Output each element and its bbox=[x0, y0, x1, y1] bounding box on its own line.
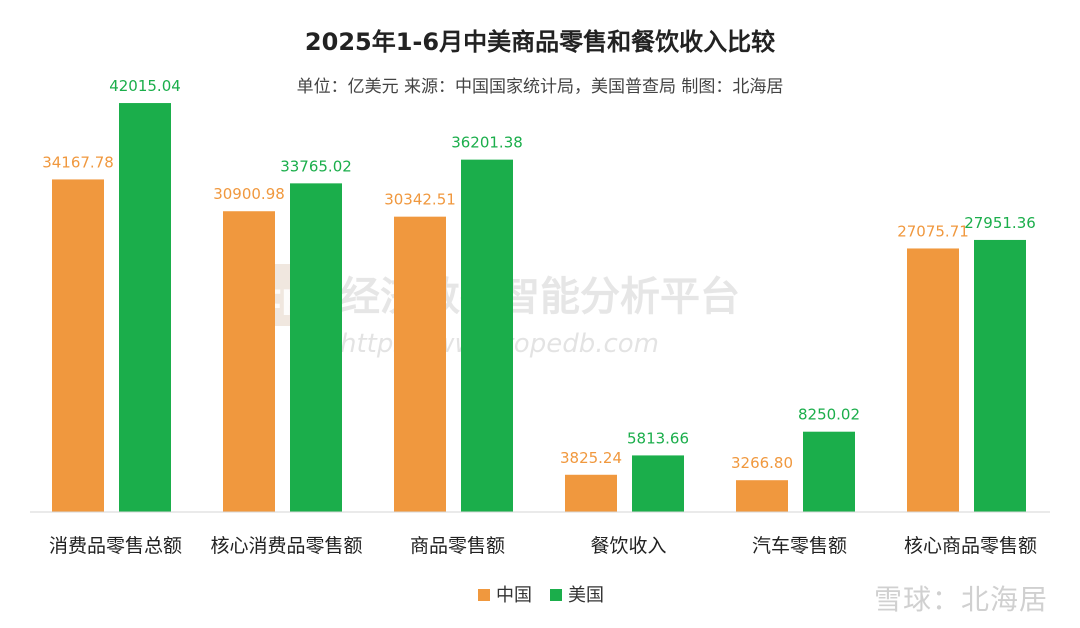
data-label: 33765.02 bbox=[280, 157, 352, 175]
legend-swatch bbox=[478, 589, 490, 601]
legend-swatch bbox=[550, 589, 562, 601]
bar bbox=[394, 216, 446, 512]
data-label: 3825.24 bbox=[560, 449, 622, 467]
data-label: 34167.78 bbox=[42, 153, 114, 171]
bars: 34167.78 42015.04 30900.98 33765.02 30342.51… bbox=[42, 77, 1036, 513]
bar bbox=[736, 480, 788, 512]
data-label: 36201.38 bbox=[451, 134, 523, 152]
data-label: 42015.04 bbox=[109, 77, 181, 95]
data-label: 30342.51 bbox=[384, 191, 456, 209]
x-tick-label: 商品零售额 bbox=[410, 535, 505, 557]
bar bbox=[803, 431, 855, 512]
bar bbox=[119, 103, 171, 512]
chart-title: 2025年1-6月中美商品零售和餐饮收入比较 bbox=[304, 28, 776, 56]
bar bbox=[223, 211, 275, 512]
x-tick-label: 核心商品零售额 bbox=[904, 535, 1037, 557]
data-label: 30900.98 bbox=[213, 185, 285, 203]
x-tick-label: 核心消费品零售额 bbox=[210, 535, 362, 557]
x-tick-label: 消费品零售总额 bbox=[49, 535, 182, 557]
bar bbox=[632, 455, 684, 512]
x-axis-labels: 消费品零售总额 核心消费品零售额 商品零售额 餐饮收入 汽车零售额 核心商品零售额 bbox=[49, 535, 1037, 557]
data-label: 27075.71 bbox=[897, 222, 969, 240]
data-label: 27951.36 bbox=[964, 214, 1036, 232]
chart-subtitle: 单位：亿美元 来源：中国国家统计局，美国普查局 制图：北海居 bbox=[296, 77, 784, 97]
bar bbox=[565, 474, 617, 512]
legend-label: 美国 bbox=[568, 585, 604, 606]
bar bbox=[907, 248, 959, 513]
legend: 中国 美国 bbox=[478, 585, 604, 606]
x-tick-label: 餐饮收入 bbox=[590, 535, 666, 557]
data-label: 8250.02 bbox=[798, 406, 860, 424]
bar bbox=[461, 159, 513, 513]
bar bbox=[290, 183, 342, 512]
bar bbox=[52, 179, 104, 513]
legend-label: 中国 bbox=[496, 585, 532, 606]
footer-watermark: 雪球：北海居 bbox=[873, 583, 1048, 616]
data-label: 3266.80 bbox=[731, 454, 793, 472]
data-label: 5813.66 bbox=[627, 429, 689, 447]
x-tick-label: 汽车零售额 bbox=[752, 535, 847, 557]
bar bbox=[974, 239, 1026, 512]
